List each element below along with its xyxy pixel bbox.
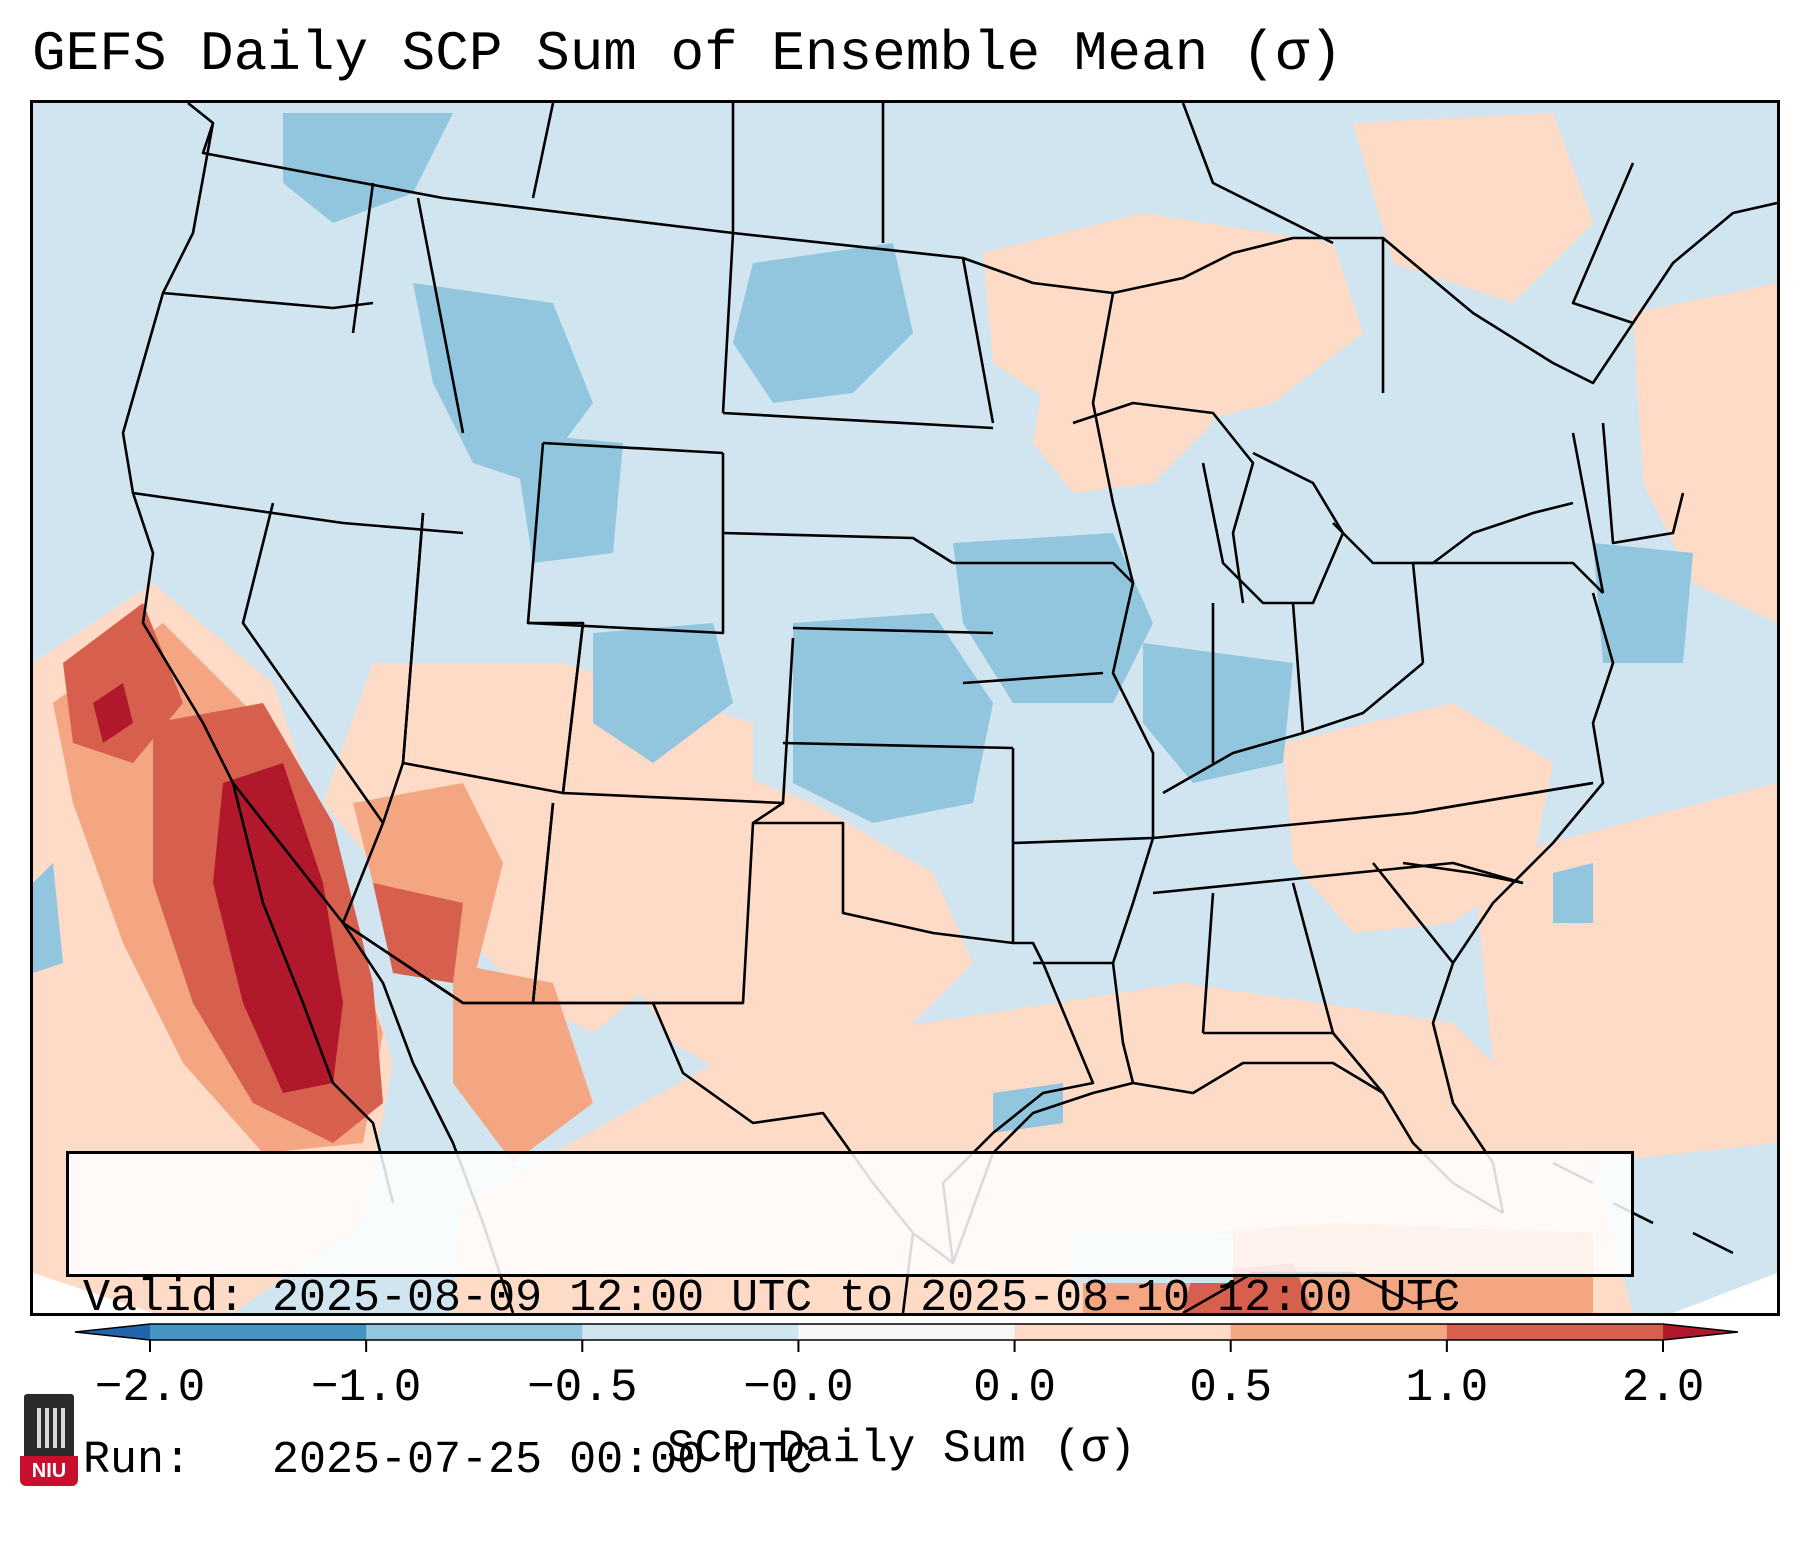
- midwest-negative: [953, 533, 1153, 703]
- colorbar-tick-label: −2.0: [95, 1362, 205, 1414]
- northeast-negative: [1593, 543, 1693, 663]
- colorbar-tick-label: 2.0: [1622, 1362, 1705, 1414]
- colorbar-tick-label: 0.0: [973, 1362, 1056, 1414]
- canada-positive: [1633, 283, 1777, 623]
- canada-prov-1: [531, 103, 555, 199]
- nd-mn-border: [961, 257, 995, 424]
- validity-info-box: Valid: 2025-08-09 12:00 UTC to 2025-08-1…: [66, 1151, 1634, 1486]
- pa-ny-border: [1413, 561, 1604, 594]
- projection-corner-right: [1673, 1273, 1777, 1313]
- us-mexico-border: [231, 782, 653, 1005]
- canada-prov-5: [1571, 162, 1635, 325]
- colorbar-label: SCP Daily Sum (σ): [666, 1423, 1137, 1475]
- ohio-river: [1162, 662, 1424, 795]
- gulf-coast: [951, 1061, 1504, 1264]
- midwest-negative: [1143, 643, 1293, 783]
- colorbar-tick-label: −0.5: [527, 1362, 637, 1414]
- wi-mi: [1072, 401, 1255, 604]
- id-south-border: [342, 521, 464, 535]
- nc-sc-border: [1402, 861, 1524, 885]
- ok-box: [753, 748, 1015, 945]
- mn-ia-border: [953, 561, 1134, 584]
- colorbar-over-arrow: [1663, 1324, 1738, 1340]
- run-time-text: Run: 2025-07-25 00:00 UTC: [83, 1435, 813, 1486]
- map-title: GEFS Daily SCP Sum of Ensemble Mean (σ): [32, 22, 1343, 86]
- central-plains-negative: [793, 613, 993, 823]
- logo-badge: NIU: [20, 1456, 78, 1486]
- california-extreme: [93, 683, 133, 743]
- wa-or-border: [162, 291, 374, 310]
- mt-nd-border: [721, 232, 735, 414]
- colorbar-tick-label: −0.0: [743, 1362, 853, 1414]
- colorbar-bin: [1230, 1324, 1448, 1340]
- mo-ar-border: [1012, 836, 1154, 845]
- map-canvas: [33, 103, 1777, 1313]
- colorbar-bin: [582, 1324, 799, 1340]
- ne-ks-border: [792, 626, 994, 635]
- logo-tower-icon: [24, 1394, 74, 1456]
- ga-sc-border: [1371, 862, 1455, 964]
- colorbar-tick-label: 0.5: [1189, 1362, 1272, 1414]
- pacific-negative: [33, 863, 63, 973]
- texas-positive: [613, 743, 973, 1103]
- colorbar-bin: [1446, 1324, 1664, 1340]
- ny-east: [1571, 432, 1605, 594]
- or-ca-border: [132, 491, 344, 525]
- state-borders: [121, 103, 1777, 1313]
- mississippi-river: [1091, 292, 1155, 1084]
- tn-south-border: [1152, 861, 1524, 895]
- sd-ne-border: [722, 531, 954, 565]
- canada-positive: [1353, 113, 1593, 303]
- colorbar-tick-label: 1.0: [1405, 1362, 1488, 1414]
- colorbar-tick-label: −1.0: [311, 1362, 421, 1414]
- ms-al-border: [1201, 892, 1215, 1034]
- al-ga-border: [1291, 882, 1335, 1034]
- us-canada-border: [187, 103, 1777, 385]
- va-nc-border: [1412, 781, 1594, 815]
- northern-rockies-negative: [413, 283, 593, 483]
- colorbar-bin: [1014, 1324, 1232, 1340]
- northern-plains-negative: [733, 243, 913, 403]
- atlantic-negative: [1553, 863, 1593, 923]
- valid-time-text: Valid: 2025-08-09 12:00 UTC to 2025-08-1…: [83, 1273, 1461, 1324]
- nd-sd-border: [722, 411, 994, 430]
- wa-id-border: [351, 182, 375, 334]
- niu-logo: NIU: [20, 1390, 78, 1490]
- central-plains-negative: [593, 623, 733, 763]
- oh-pa-border: [1411, 562, 1425, 664]
- gulf-of-california-extreme: [213, 763, 343, 1093]
- fl-panhandle: [1203, 1031, 1384, 1094]
- ia-mo-border: [962, 671, 1104, 685]
- colorbar: −2.0 −1.0 −0.5 −0.0 0.0 0.5 1.0 2.0: [74, 1323, 1739, 1414]
- colorbar-bin: [150, 1324, 367, 1340]
- baja-coast: [231, 782, 395, 1204]
- new-england: [1601, 422, 1685, 545]
- great-lakes-shore: [1332, 501, 1574, 565]
- colorbar-under-arrow: [75, 1324, 150, 1340]
- mt-south-border: [542, 441, 724, 455]
- great-lakes-positive: [1033, 353, 1213, 493]
- atlantic-positive: [1473, 783, 1777, 1163]
- michigan-lp: [1201, 451, 1345, 605]
- colorbar-bin: [366, 1324, 583, 1340]
- east-coast: [1431, 592, 1615, 1214]
- in-oh-border: [1291, 602, 1305, 734]
- northern-rockies-negative: [283, 113, 453, 223]
- ks-ok-border: [782, 741, 1014, 750]
- map-panel: [30, 100, 1780, 1316]
- outside-projection: [33, 1273, 1777, 1313]
- hudson-shore: [1181, 103, 1334, 245]
- projection-corner-left: [33, 1273, 153, 1313]
- colorbar-bin: [798, 1324, 1016, 1340]
- id-mt-border: [416, 197, 465, 434]
- mexico-moderate: [453, 963, 593, 1163]
- wy-box: [526, 442, 725, 635]
